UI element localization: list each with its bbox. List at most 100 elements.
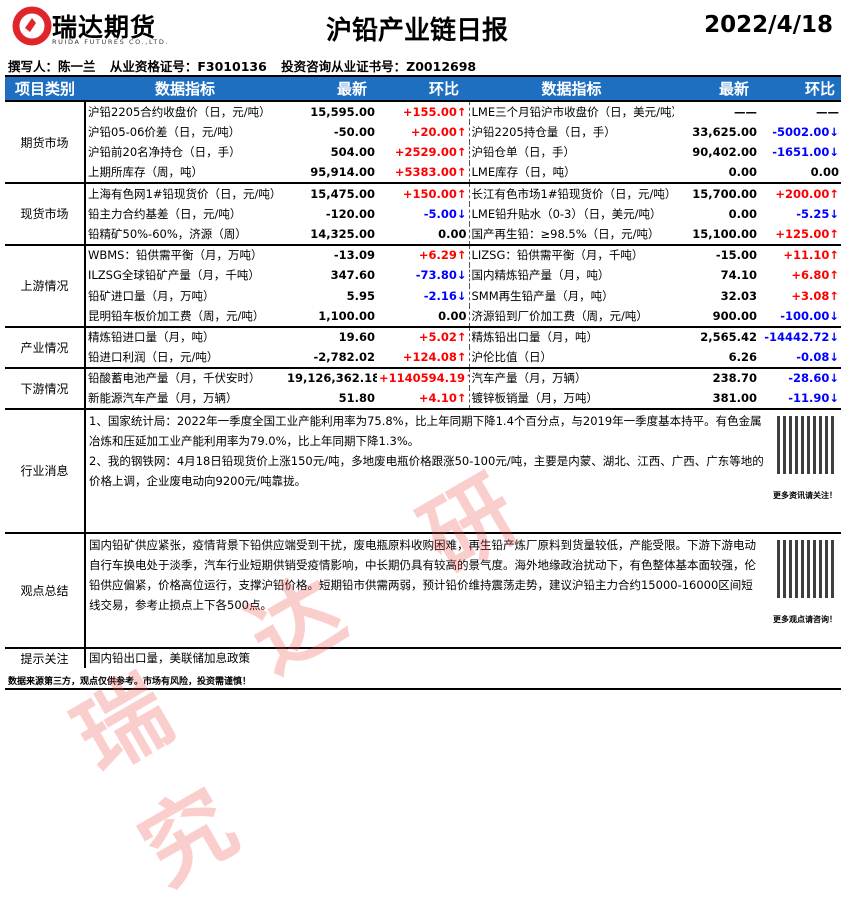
consult-number: 投资咨询从业证书号：Z0012698	[281, 59, 477, 74]
change-value: +5.02↑	[377, 325, 470, 347]
indicator: SMM再生铅产量（月，吨）	[471, 288, 614, 303]
indicator: LIZSG：铅供需平衡（月，千吨）	[469, 243, 674, 265]
indicator: 新能源汽车产量（月，万辆）	[88, 390, 238, 405]
indicator: 沪铅05-06价差（日，元/吨）	[88, 124, 241, 139]
change-value: +125.00↑	[775, 226, 839, 241]
change-value: -28.60↓	[759, 366, 841, 388]
latest-value: -13.09	[285, 243, 377, 265]
qr-code-icon	[777, 415, 835, 474]
change-value: -5.25↓	[796, 206, 839, 221]
change-value: +2529.00↑	[377, 142, 470, 163]
section-category: 下游情况	[5, 366, 86, 409]
header-change: 环比	[377, 75, 469, 101]
change-value: -1651.00↓	[772, 145, 839, 160]
table-row: 铅进口利润（日，元/吨） -2,782.02 +124.08↑ 沪伦比值（日） 6.26…	[5, 347, 841, 368]
table-row: 期货市场 沪铅2205合约收盘价（日，元/吨） 15,595.00 +155.00↑ L…	[5, 100, 841, 183]
indicator: LME三个月铅沪市收盘价（日，美元/吨）	[469, 100, 674, 122]
change-value: -2.16↓	[377, 285, 470, 306]
table-row: 昆明铅车板价加工费（周，元/吨） 1,100.00 0.00 济源铅到厂价加工费（周，…	[5, 306, 841, 327]
header-latest: 最新	[285, 75, 377, 101]
indicator: LME库存（日，吨）	[471, 165, 576, 180]
latest-value: 1,100.00	[318, 308, 375, 323]
indicator: 铅主力合约基差（日，元/吨）	[88, 206, 242, 221]
latest-value: 0.00	[728, 165, 757, 180]
table-row: 新能源汽车产量（月，万辆） 51.80 +4.10↑ 镀锌板销量（月，万吨） 381.0…	[5, 388, 841, 409]
footer-divider	[5, 688, 841, 690]
brand-name-en: RUIDA FUTURES CO.,LTD.	[52, 38, 170, 46]
section-category: 产业情况	[5, 325, 86, 368]
header-category: 项目类别	[5, 75, 85, 101]
latest-value: -15.00	[674, 243, 759, 265]
indicator: 沪铅前20名净持仓（日，手）	[88, 145, 241, 160]
change-value: -0.08↓	[796, 349, 839, 364]
latest-value: 6.26	[728, 349, 757, 364]
indicator: 精炼铅进口量（月，吨）	[85, 325, 285, 347]
section-category: 现货市场	[5, 182, 86, 245]
change-value: +150.00↑	[377, 182, 470, 204]
latest-value: 19.60	[285, 325, 377, 347]
page-title: 沪铅产业链日报	[326, 16, 509, 46]
change-value: -11.90↓	[788, 390, 839, 405]
indicator: 上期所库存（周，吨）	[88, 165, 203, 180]
table-row: 铅矿进口量（月，万吨） 5.95 -2.16↓ SMM再生铅产量（月，吨） 32.03 +…	[5, 285, 841, 306]
tip-row: 提示关注 国内铅出口量，美联储加息政策	[5, 646, 841, 668]
view-category: 观点总结	[5, 531, 86, 648]
table-row: 沪铅前20名净持仓（日，手） 504.00 +2529.00↑ 沪铅仓单（日，手） 90…	[5, 142, 841, 163]
change-value: +124.08↑	[377, 347, 470, 368]
latest-value: 15,475.00	[285, 182, 377, 204]
news-content: 1、国家统计局：2022年一季度全国工业产能利用率为75.8%，比上年同期下降1…	[85, 407, 841, 533]
latest-value: 19,126,362.18	[285, 366, 377, 388]
table-row: 沪铅05-06价差（日，元/吨） -50.00 +20.00↑ 沪铅2205持仓量（日…	[5, 121, 841, 142]
indicator: 昆明铅车板价加工费（周，元/吨）	[88, 308, 265, 323]
latest-value: 14,325.00	[310, 226, 375, 241]
indicator: 沪铅仓单（日，手）	[471, 145, 576, 160]
latest-value: -120.00	[325, 206, 375, 221]
table-row: 产业情况 精炼铅进口量（月，吨） 19.60 +5.02↑ 精炼铅出口量（月，吨） 2,5…	[5, 325, 841, 368]
qr-code-icon	[777, 539, 835, 598]
indicator: ILZSG全球铅矿产量（月，千吨）	[88, 268, 260, 283]
latest-value: ——	[674, 100, 759, 122]
table-row: 铅精矿50%-60%，济源（周） 14,325.00 0.00 国产再生铅：≥98.5…	[5, 224, 841, 245]
latest-value: 15,100.00	[692, 226, 757, 241]
report-header: 瑞达期货 RUIDA FUTURES CO.,LTD. 沪铅产业链日报 2022…	[0, 0, 847, 52]
table-row: 现货市场 上海有色网1#铅现货价（日，元/吨） 15,475.00 +150.00↑ 长…	[5, 182, 841, 245]
latest-value: 504.00	[330, 145, 375, 160]
change-value: +4.10↑	[377, 388, 470, 409]
indicator: 沪铅2205持仓量（日，手）	[471, 124, 616, 139]
latest-value: 51.80	[338, 390, 375, 405]
news-line: 1、国家统计局：2022年一季度全国工业产能利用率为75.8%，比上年同期下降1…	[89, 413, 762, 448]
table-header-row: 项目类别 数据指标 最新 环比 数据指标 最新 环比	[5, 75, 841, 101]
latest-value: 238.70	[674, 366, 759, 388]
header-indicator-2: 数据指标	[469, 75, 674, 101]
news-category: 行业消息	[5, 407, 86, 533]
author-line: 撰写人：陈一兰 从业资格证号：F3010136 投资咨询从业证书号：Z00126…	[8, 56, 486, 75]
latest-value: 90,402.00	[692, 145, 757, 160]
table-row: 上期所库存（周，吨） 95,914.00 +5383.00↑ LME库存（日，吨） 0.…	[5, 162, 841, 183]
change-value: +200.00↑	[759, 182, 841, 204]
latest-value: 33,625.00	[692, 124, 757, 139]
latest-value: 95,914.00	[310, 165, 375, 180]
latest-value: 15,595.00	[285, 100, 377, 122]
indicator: 铅进口利润（日，元/吨）	[88, 349, 219, 364]
change-value: +6.29↑	[377, 243, 470, 265]
data-table: 项目类别 数据指标 最新 环比 数据指标 最新 环比 期货市场 沪铅2205合约收…	[5, 75, 841, 668]
latest-value: 0.00	[728, 206, 757, 221]
change-value: -14442.72↓	[759, 325, 841, 347]
latest-value: 381.00	[712, 390, 757, 405]
section-category: 上游情况	[5, 243, 86, 327]
table-row: 下游情况 铅酸蓄电池产量（月，千伏安时） 19,126,362.18 +1140594…	[5, 366, 841, 409]
change-value: +5383.00↑	[377, 162, 470, 183]
indicator: WBMS：铅供需平衡（月，万吨）	[85, 243, 285, 265]
latest-value: -50.00	[333, 124, 375, 139]
change-value: +11.10↑	[759, 243, 841, 265]
table-row: 上游情况 WBMS：铅供需平衡（月，万吨） -13.09 +6.29↑ LIZSG：铅供…	[5, 243, 841, 327]
table-row: 铅主力合约基差（日，元/吨） -120.00 -5.00↓ LME铅升贴水（0-3）（…	[5, 203, 841, 224]
brand-name: 瑞达期货	[52, 13, 157, 42]
indicator: 国产再生铅：≥98.5%（日，元/吨）	[471, 226, 660, 241]
change-value: -100.00↓	[780, 308, 839, 323]
change-value: ——	[759, 100, 841, 122]
qr-caption: 更多观点请咨询！	[773, 614, 837, 624]
latest-value: 15,700.00	[674, 182, 759, 204]
change-value: 0.00	[377, 224, 470, 245]
view-row: 观点总结 国内铅矿供应紧张，疫情背景下铅供应端受到干扰，废电瓶原料收购困难，再生…	[5, 531, 841, 648]
